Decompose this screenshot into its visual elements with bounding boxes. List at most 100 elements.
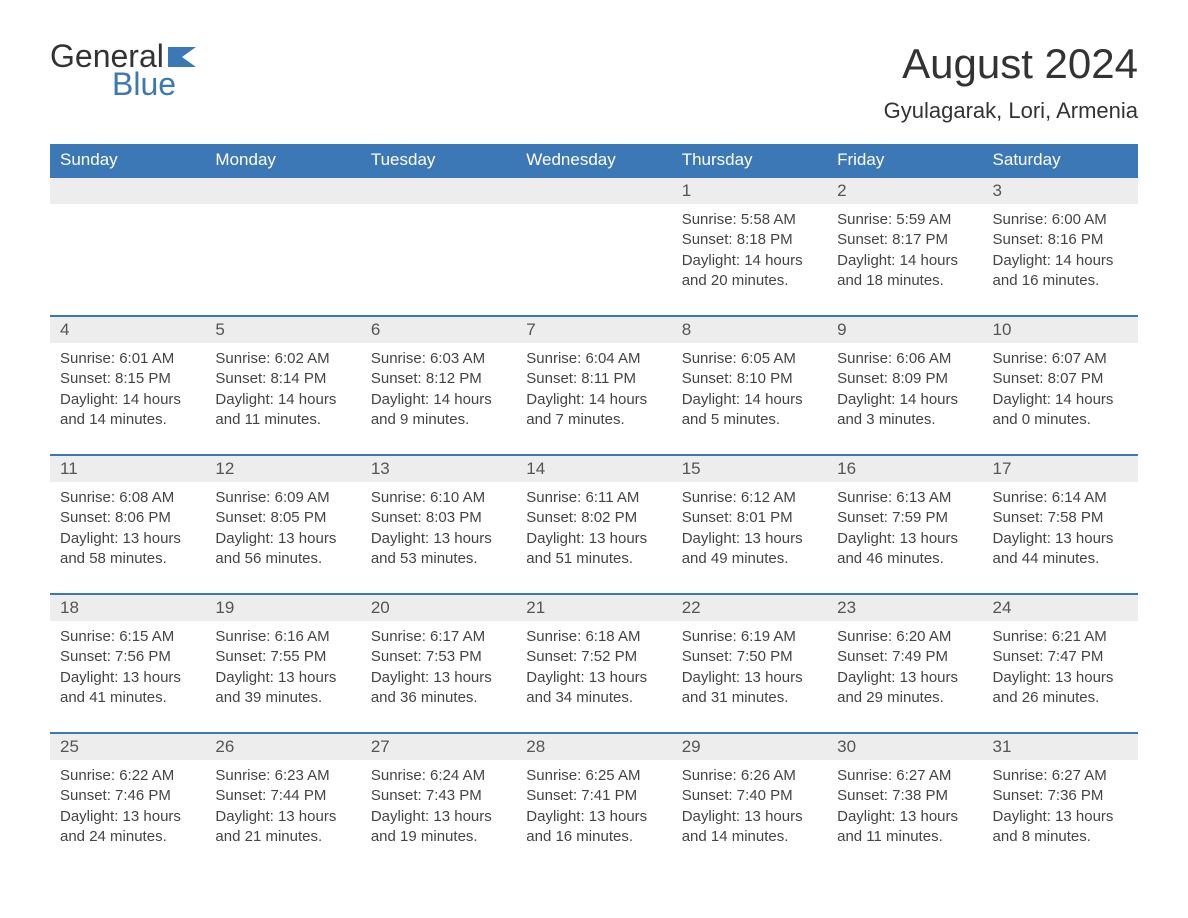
day-cell bbox=[361, 177, 516, 316]
day-number: 27 bbox=[361, 734, 516, 760]
day-cell: 30Sunrise: 6:27 AMSunset: 7:38 PMDayligh… bbox=[827, 733, 982, 871]
sunset-line: Sunset: 8:18 PM bbox=[682, 230, 817, 250]
sunset-line: Sunset: 8:16 PM bbox=[993, 230, 1128, 250]
sunset-line: Sunset: 7:59 PM bbox=[837, 508, 972, 528]
sunset-line: Sunset: 8:15 PM bbox=[60, 369, 195, 389]
daylight-line: Daylight: 13 hours and 39 minutes. bbox=[215, 668, 350, 709]
page-header: General Blue August 2024 Gyulagarak, Lor… bbox=[50, 40, 1138, 124]
day-number-empty bbox=[361, 178, 516, 204]
sunset-line: Sunset: 8:06 PM bbox=[60, 508, 195, 528]
day-header: Thursday bbox=[672, 144, 827, 177]
daylight-line: Daylight: 13 hours and 14 minutes. bbox=[682, 807, 817, 848]
day-number: 16 bbox=[827, 456, 982, 482]
sunrise-line: Sunrise: 5:58 AM bbox=[682, 210, 817, 230]
sunset-line: Sunset: 8:09 PM bbox=[837, 369, 972, 389]
sunrise-line: Sunrise: 6:01 AM bbox=[60, 349, 195, 369]
day-number-empty bbox=[50, 178, 205, 204]
sunrise-line: Sunrise: 6:17 AM bbox=[371, 627, 506, 647]
day-header-row: Sunday Monday Tuesday Wednesday Thursday… bbox=[50, 144, 1138, 177]
day-cell: 25Sunrise: 6:22 AMSunset: 7:46 PMDayligh… bbox=[50, 733, 205, 871]
daylight-line: Daylight: 13 hours and 51 minutes. bbox=[526, 529, 661, 570]
day-body: Sunrise: 6:04 AMSunset: 8:11 PMDaylight:… bbox=[516, 343, 671, 454]
day-body: Sunrise: 6:24 AMSunset: 7:43 PMDaylight:… bbox=[361, 760, 516, 871]
week-row: 4Sunrise: 6:01 AMSunset: 8:15 PMDaylight… bbox=[50, 316, 1138, 455]
day-cell: 17Sunrise: 6:14 AMSunset: 7:58 PMDayligh… bbox=[983, 455, 1138, 594]
day-cell: 31Sunrise: 6:27 AMSunset: 7:36 PMDayligh… bbox=[983, 733, 1138, 871]
sunrise-line: Sunrise: 6:08 AM bbox=[60, 488, 195, 508]
day-body: Sunrise: 6:03 AMSunset: 8:12 PMDaylight:… bbox=[361, 343, 516, 454]
week-row: 11 Sunrise: 6:08 AMSunset: 8:06 PM Dayligh… bbox=[50, 455, 1138, 594]
day-cell: 22Sunrise: 6:19 AMSunset: 7:50 PMDayligh… bbox=[672, 594, 827, 733]
day-body: Sunrise: 6:06 AMSunset: 8:09 PMDaylight:… bbox=[827, 343, 982, 454]
day-cell: 10Sunrise: 6:07 AMSunset: 8:07 PMDayligh… bbox=[983, 316, 1138, 455]
sunset-line: Sunset: 8:02 PM bbox=[526, 508, 661, 528]
day-cell: 6Sunrise: 6:03 AMSunset: 8:12 PMDaylight… bbox=[361, 316, 516, 455]
day-number-empty bbox=[205, 178, 360, 204]
sunset-line: Sunset: 8:14 PM bbox=[215, 369, 350, 389]
daylight-line: Daylight: 14 hours and 5 minutes. bbox=[682, 390, 817, 431]
sunset-line: Sunset: 7:41 PM bbox=[526, 786, 661, 806]
day-cell: 19Sunrise: 6:16 AMSunset: 7:55 PMDayligh… bbox=[205, 594, 360, 733]
day-number: 20 bbox=[361, 595, 516, 621]
daylight-line: Daylight: 14 hours and 0 minutes. bbox=[993, 390, 1128, 431]
daylight-line: Daylight: 13 hours and 34 minutes. bbox=[526, 668, 661, 709]
day-body: Sunrise: 6:01 AMSunset: 8:15 PMDaylight:… bbox=[50, 343, 205, 454]
sunrise-line: Sunrise: 6:00 AM bbox=[993, 210, 1128, 230]
logo-text-bottom: Blue bbox=[112, 68, 202, 100]
day-body: Sunrise: 6:09 AMSunset: 8:05 PMDaylight:… bbox=[205, 482, 360, 593]
day-body: Sunrise: 6:20 AMSunset: 7:49 PMDaylight:… bbox=[827, 621, 982, 732]
sunrise-line: Sunrise: 6:12 AM bbox=[682, 488, 817, 508]
day-body: Sunrise: 6:00 AMSunset: 8:16 PMDaylight:… bbox=[983, 204, 1138, 315]
day-number: 12 bbox=[205, 456, 360, 482]
daylight-line: Daylight: 14 hours and 18 minutes. bbox=[837, 251, 972, 292]
daylight-line: Daylight: 14 hours and 11 minutes. bbox=[215, 390, 350, 431]
day-number: 28 bbox=[516, 734, 671, 760]
daylight-line: Daylight: 14 hours and 16 minutes. bbox=[993, 251, 1128, 292]
day-cell: 12Sunrise: 6:09 AMSunset: 8:05 PMDayligh… bbox=[205, 455, 360, 594]
day-number: 3 bbox=[983, 178, 1138, 204]
day-body: Sunrise: 6:27 AMSunset: 7:38 PMDaylight:… bbox=[827, 760, 982, 871]
day-cell: 27Sunrise: 6:24 AMSunset: 7:43 PMDayligh… bbox=[361, 733, 516, 871]
day-cell: 20Sunrise: 6:17 AMSunset: 7:53 PMDayligh… bbox=[361, 594, 516, 733]
day-header: Friday bbox=[827, 144, 982, 177]
day-body: Sunrise: 6:23 AMSunset: 7:44 PMDaylight:… bbox=[205, 760, 360, 871]
day-body: Sunrise: 6:07 AMSunset: 8:07 PMDaylight:… bbox=[983, 343, 1138, 454]
day-number: 25 bbox=[50, 734, 205, 760]
day-number: 19 bbox=[205, 595, 360, 621]
day-number: 10 bbox=[983, 317, 1138, 343]
day-cell: 3Sunrise: 6:00 AMSunset: 8:16 PMDaylight… bbox=[983, 177, 1138, 316]
sunrise-line: Sunrise: 6:06 AM bbox=[837, 349, 972, 369]
sunset-line: Sunset: 7:49 PM bbox=[837, 647, 972, 667]
sunrise-line: Sunrise: 6:18 AM bbox=[526, 627, 661, 647]
day-body: Sunrise: 6:27 AMSunset: 7:36 PMDaylight:… bbox=[983, 760, 1138, 871]
day-number: 24 bbox=[983, 595, 1138, 621]
daylight-line: Daylight: 13 hours and 11 minutes. bbox=[837, 807, 972, 848]
day-cell: 28Sunrise: 6:25 AMSunset: 7:41 PMDayligh… bbox=[516, 733, 671, 871]
sunrise-line: Sunrise: 6:20 AM bbox=[837, 627, 972, 647]
day-body: Sunrise: 5:58 AMSunset: 8:18 PMDaylight:… bbox=[672, 204, 827, 315]
day-cell: 13Sunrise: 6:10 AMSunset: 8:03 PMDayligh… bbox=[361, 455, 516, 594]
day-header: Saturday bbox=[983, 144, 1138, 177]
day-body: Sunrise: 6:21 AMSunset: 7:47 PMDaylight:… bbox=[983, 621, 1138, 732]
daylight-line: Daylight: 13 hours and 19 minutes. bbox=[371, 807, 506, 848]
daylight-line: Daylight: 13 hours and 49 minutes. bbox=[682, 529, 817, 570]
sunrise-line: Sunrise: 6:24 AM bbox=[371, 766, 506, 786]
daylight-line: Daylight: 14 hours and 14 minutes. bbox=[60, 390, 195, 431]
day-cell: 1Sunrise: 5:58 AMSunset: 8:18 PMDaylight… bbox=[672, 177, 827, 316]
sunrise-line: Sunrise: 6:13 AM bbox=[837, 488, 972, 508]
day-number: 11 bbox=[50, 456, 205, 482]
sunset-line: Sunset: 8:05 PM bbox=[215, 508, 350, 528]
day-number: 8 bbox=[672, 317, 827, 343]
sunset-line: Sunset: 8:01 PM bbox=[682, 508, 817, 528]
sunset-line: Sunset: 7:55 PM bbox=[215, 647, 350, 667]
day-cell: 15Sunrise: 6:12 AMSunset: 8:01 PMDayligh… bbox=[672, 455, 827, 594]
logo: General Blue bbox=[50, 40, 202, 100]
day-body: Sunrise: 6:19 AMSunset: 7:50 PMDaylight:… bbox=[672, 621, 827, 732]
day-number: 22 bbox=[672, 595, 827, 621]
sunrise-line: Sunrise: 6:15 AM bbox=[60, 627, 195, 647]
location: Gyulagarak, Lori, Armenia bbox=[884, 98, 1138, 124]
daylight-line: Daylight: 13 hours and 41 minutes. bbox=[60, 668, 195, 709]
day-cell: 23Sunrise: 6:20 AMSunset: 7:49 PMDayligh… bbox=[827, 594, 982, 733]
day-body: Sunrise: 6:14 AMSunset: 7:58 PMDaylight:… bbox=[983, 482, 1138, 593]
sunset-line: Sunset: 7:36 PM bbox=[993, 786, 1128, 806]
